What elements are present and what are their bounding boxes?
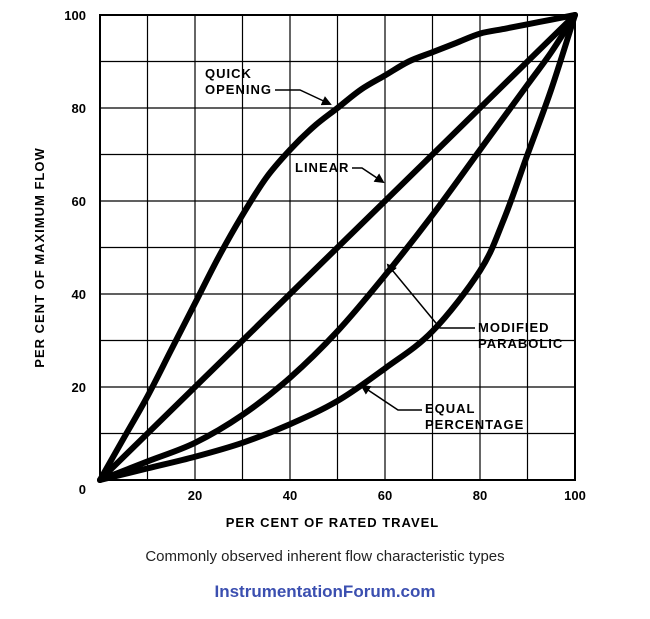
equal-percentage-leader xyxy=(360,384,422,411)
quick-opening-label: QUICK OPENING xyxy=(205,66,272,97)
curve-label-line: LINEAR xyxy=(295,160,349,175)
linear-leader xyxy=(352,167,385,184)
y-tick-label: 40 xyxy=(72,287,86,302)
curve-label-line: EQUAL xyxy=(425,401,476,416)
modified-parabolic-curve xyxy=(97,12,578,483)
x-tick-label: 20 xyxy=(188,488,202,503)
x-tick-label: 80 xyxy=(473,488,487,503)
y-axis-title: PER CENT OF MAXIMUM FLOW xyxy=(32,147,47,367)
curve-label-line: PARABOLIC xyxy=(478,336,563,351)
modified-parabolic-leader xyxy=(386,263,475,329)
figure-caption: Commonly observed inherent flow characte… xyxy=(145,548,505,565)
quick-opening-leader xyxy=(275,89,332,106)
axis-ticks: 0 20 40 60 80 100 20 40 60 80 100 xyxy=(64,8,586,503)
curve-label-line: QUICK xyxy=(205,66,252,81)
y-tick-label: 80 xyxy=(72,101,86,116)
equal-percentage-label: EQUAL PERCENTAGE xyxy=(425,401,524,432)
x-tick-label: 60 xyxy=(378,488,392,503)
flow-characteristic-chart: 0 20 40 60 80 100 20 40 60 80 100 QUICK OPENING LINE… xyxy=(32,8,586,530)
curve-label-line: OPENING xyxy=(205,82,272,97)
y-tick-label: 0 xyxy=(79,482,86,497)
x-tick-label: 40 xyxy=(283,488,297,503)
curve-label-line: MODIFIED xyxy=(478,320,550,335)
curve-labels: QUICK OPENING LINEAR MODIFIED PARABOLIC EQUAL… xyxy=(205,66,563,432)
y-tick-label: 100 xyxy=(64,8,86,23)
chart-curves xyxy=(97,12,578,483)
linear-label: LINEAR xyxy=(295,160,349,175)
y-tick-label: 20 xyxy=(72,380,86,395)
modified-parabolic-label: MODIFIED PARABOLIC xyxy=(478,320,563,351)
y-tick-label: 60 xyxy=(72,194,86,209)
watermark-text: InstrumentationForum.com xyxy=(214,582,436,601)
x-tick-label: 100 xyxy=(564,488,586,503)
linear-curve xyxy=(97,12,578,483)
equal-percentage-curve xyxy=(97,12,578,483)
curve-label-line: PERCENTAGE xyxy=(425,417,524,432)
x-axis-title: PER CENT OF RATED TRAVEL xyxy=(226,515,439,530)
plot-frame xyxy=(99,14,576,481)
quick-opening-curve xyxy=(97,12,578,483)
